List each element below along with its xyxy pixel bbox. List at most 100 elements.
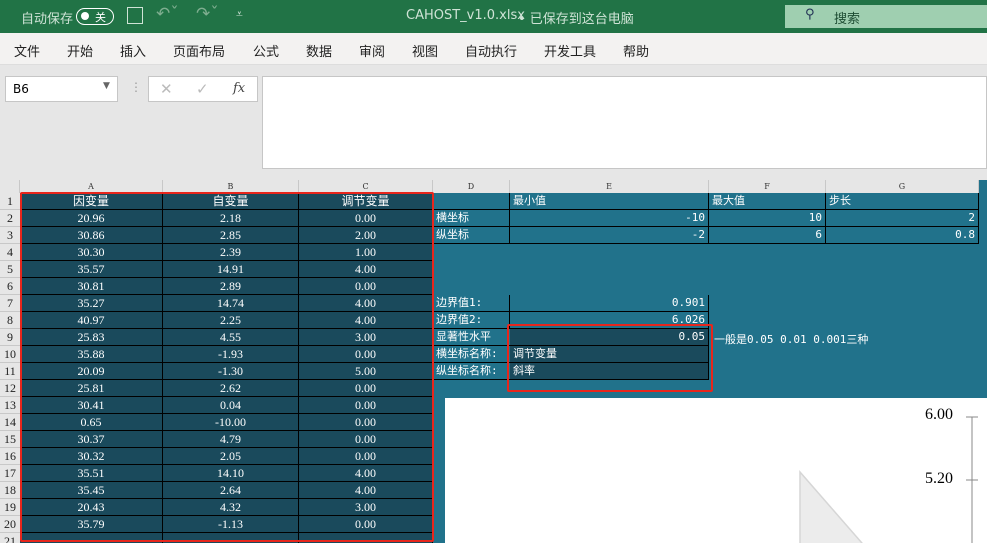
chevron-down-icon[interactable]: ▼: [103, 81, 110, 91]
column-header-G[interactable]: G: [826, 180, 979, 193]
table-cell[interactable]: 0.00: [299, 397, 433, 414]
save-status[interactable]: • 已保存到这台电脑: [518, 12, 634, 27]
table-cell[interactable]: 0.04: [163, 397, 299, 414]
table-cell[interactable]: -1.30: [163, 363, 299, 380]
table-cell[interactable]: 2.18: [163, 210, 299, 227]
table-cell[interactable]: 0.00: [299, 516, 433, 533]
row-header[interactable]: 4: [0, 244, 20, 261]
chart-area[interactable]: 6.00 5.20: [445, 398, 987, 543]
row-header[interactable]: 8: [0, 312, 20, 329]
y-axis-label[interactable]: 纵坐标: [433, 227, 510, 244]
x-step[interactable]: 2: [826, 210, 979, 227]
table-header-cell[interactable]: 自变量: [163, 193, 299, 210]
table-cell[interactable]: 20.09: [20, 363, 163, 380]
table-cell[interactable]: 30.37: [20, 431, 163, 448]
table-cell[interactable]: 2.05: [163, 448, 299, 465]
table-cell[interactable]: 25.81: [20, 380, 163, 397]
x-max[interactable]: 10: [709, 210, 826, 227]
boundary1-label[interactable]: 边界值1:: [433, 295, 510, 312]
autosave-toggle[interactable]: 关: [76, 8, 114, 25]
row-header[interactable]: 5: [0, 261, 20, 278]
row-header[interactable]: 14: [0, 414, 20, 431]
undo-icon[interactable]: ↶ˇ: [156, 4, 179, 24]
table-cell[interactable]: 2.62: [163, 380, 299, 397]
column-header-C[interactable]: C: [299, 180, 433, 193]
table-cell[interactable]: 5.00: [299, 363, 433, 380]
formula-input[interactable]: [262, 76, 987, 169]
tab-data[interactable]: 数据: [306, 45, 333, 60]
y-name-label[interactable]: 纵坐标名称:: [433, 363, 510, 380]
table-cell[interactable]: -10.00: [163, 414, 299, 431]
x-axis-label[interactable]: 横坐标: [433, 210, 510, 227]
x-name-value[interactable]: 调节变量: [510, 346, 709, 363]
table-cell[interactable]: 4.00: [299, 482, 433, 499]
table-cell[interactable]: 0.00: [299, 431, 433, 448]
table-cell[interactable]: 0.00: [299, 380, 433, 397]
table-cell[interactable]: 0.65: [20, 414, 163, 431]
row-header[interactable]: 10: [0, 346, 20, 363]
table-cell[interactable]: 35.57: [20, 261, 163, 278]
tab-developer[interactable]: 开发工具: [544, 45, 597, 60]
row-header[interactable]: 21: [0, 533, 20, 543]
table-cell[interactable]: 2.85: [163, 227, 299, 244]
cell-D1[interactable]: [433, 193, 510, 210]
table-cell[interactable]: 35.79: [20, 516, 163, 533]
table-cell[interactable]: 1.00: [299, 244, 433, 261]
table-cell[interactable]: [20, 533, 163, 543]
customize-toolbar-icon[interactable]: ⩡: [236, 7, 243, 21]
table-cell[interactable]: 4.00: [299, 312, 433, 329]
row-header[interactable]: 13: [0, 397, 20, 414]
row-header[interactable]: 2: [0, 210, 20, 227]
column-header-B[interactable]: B: [163, 180, 299, 193]
table-cell[interactable]: 30.32: [20, 448, 163, 465]
table-cell[interactable]: 4.32: [163, 499, 299, 516]
table-cell[interactable]: 30.81: [20, 278, 163, 295]
table-cell[interactable]: 0.00: [299, 448, 433, 465]
row-header[interactable]: 15: [0, 431, 20, 448]
y-max[interactable]: 6: [709, 227, 826, 244]
tab-formulas[interactable]: 公式: [253, 45, 280, 60]
table-cell[interactable]: 20.96: [20, 210, 163, 227]
save-icon[interactable]: [127, 7, 143, 24]
table-cell[interactable]: 4.00: [299, 295, 433, 312]
table-cell[interactable]: 4.55: [163, 329, 299, 346]
redo-icon[interactable]: ↷ˇ: [196, 4, 219, 24]
column-header-D[interactable]: D: [433, 180, 510, 193]
table-cell[interactable]: 30.41: [20, 397, 163, 414]
y-min[interactable]: -2: [510, 227, 709, 244]
table-header-cell[interactable]: 因变量: [20, 193, 163, 210]
significance-value[interactable]: 0.05: [510, 329, 709, 346]
boundary2-label[interactable]: 边界值2:: [433, 312, 510, 329]
x-name-label[interactable]: 横坐标名称:: [433, 346, 510, 363]
header-min[interactable]: 最小值: [510, 193, 709, 210]
enter-icon[interactable]: ✓: [196, 80, 209, 98]
boundary1-value[interactable]: 0.901: [510, 295, 709, 312]
y-name-value[interactable]: 斜率: [510, 363, 709, 380]
tab-help[interactable]: 帮助: [623, 45, 650, 60]
name-box[interactable]: B6 ▼: [5, 76, 118, 102]
row-header[interactable]: 3: [0, 227, 20, 244]
table-cell[interactable]: 35.51: [20, 465, 163, 482]
table-cell[interactable]: 35.45: [20, 482, 163, 499]
table-cell[interactable]: 35.88: [20, 346, 163, 363]
table-cell[interactable]: 14.91: [163, 261, 299, 278]
row-header[interactable]: 16: [0, 448, 20, 465]
row-header[interactable]: 11: [0, 363, 20, 380]
row-header[interactable]: 17: [0, 465, 20, 482]
table-cell[interactable]: 0.00: [299, 346, 433, 363]
table-cell[interactable]: 30.86: [20, 227, 163, 244]
table-cell[interactable]: [163, 533, 299, 543]
table-cell[interactable]: 25.83: [20, 329, 163, 346]
row-header[interactable]: 19: [0, 499, 20, 516]
cancel-icon[interactable]: ✕: [160, 80, 173, 98]
row-header[interactable]: 1: [0, 193, 20, 210]
tab-page-layout[interactable]: 页面布局: [173, 45, 226, 60]
table-cell[interactable]: 2.89: [163, 278, 299, 295]
row-header[interactable]: 12: [0, 380, 20, 397]
table-cell[interactable]: 14.74: [163, 295, 299, 312]
tab-review[interactable]: 审阅: [359, 45, 386, 60]
search-box[interactable]: ⚲ 搜索: [785, 5, 987, 28]
table-cell[interactable]: 2.25: [163, 312, 299, 329]
column-header-A[interactable]: A: [20, 180, 163, 193]
row-header[interactable]: 9: [0, 329, 20, 346]
